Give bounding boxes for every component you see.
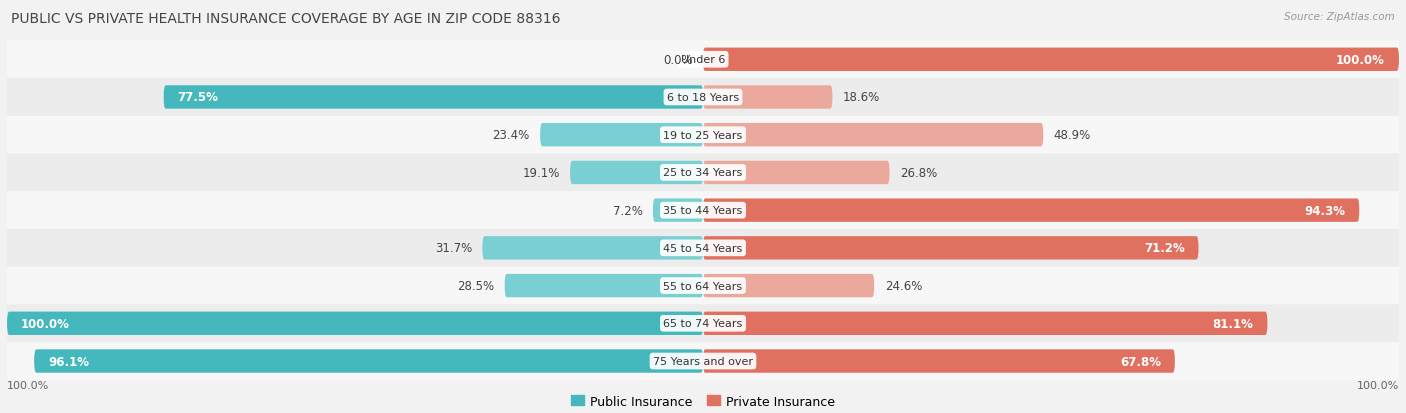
Legend: Public Insurance, Private Insurance: Public Insurance, Private Insurance: [571, 395, 835, 408]
FancyBboxPatch shape: [703, 124, 1043, 147]
Text: Source: ZipAtlas.com: Source: ZipAtlas.com: [1284, 12, 1395, 22]
Text: 94.3%: 94.3%: [1305, 204, 1346, 217]
Text: 24.6%: 24.6%: [884, 280, 922, 292]
Text: 100.0%: 100.0%: [1336, 54, 1385, 66]
Text: 26.8%: 26.8%: [900, 166, 938, 180]
Text: Under 6: Under 6: [681, 55, 725, 65]
FancyBboxPatch shape: [0, 342, 1406, 380]
Text: 96.1%: 96.1%: [48, 355, 89, 368]
Text: 19.1%: 19.1%: [522, 166, 560, 180]
FancyBboxPatch shape: [703, 274, 875, 297]
FancyBboxPatch shape: [569, 161, 703, 185]
Text: 25 to 34 Years: 25 to 34 Years: [664, 168, 742, 178]
FancyBboxPatch shape: [0, 192, 1406, 230]
FancyBboxPatch shape: [0, 79, 1406, 116]
FancyBboxPatch shape: [0, 230, 1406, 267]
Text: 6 to 18 Years: 6 to 18 Years: [666, 93, 740, 103]
FancyBboxPatch shape: [703, 349, 1175, 373]
Text: 31.7%: 31.7%: [434, 242, 472, 255]
Text: 18.6%: 18.6%: [842, 91, 880, 104]
Text: 65 to 74 Years: 65 to 74 Years: [664, 318, 742, 328]
FancyBboxPatch shape: [652, 199, 703, 222]
FancyBboxPatch shape: [163, 86, 703, 109]
FancyBboxPatch shape: [703, 312, 1267, 335]
Text: 45 to 54 Years: 45 to 54 Years: [664, 243, 742, 253]
Text: 100.0%: 100.0%: [1357, 380, 1399, 390]
FancyBboxPatch shape: [0, 154, 1406, 192]
FancyBboxPatch shape: [0, 41, 1406, 79]
Text: 67.8%: 67.8%: [1121, 355, 1161, 368]
FancyBboxPatch shape: [0, 116, 1406, 154]
Text: 28.5%: 28.5%: [457, 280, 495, 292]
FancyBboxPatch shape: [482, 237, 703, 260]
FancyBboxPatch shape: [703, 86, 832, 109]
Text: 0.0%: 0.0%: [664, 54, 693, 66]
Text: 35 to 44 Years: 35 to 44 Years: [664, 206, 742, 216]
Text: 48.9%: 48.9%: [1053, 129, 1091, 142]
FancyBboxPatch shape: [703, 199, 1360, 222]
FancyBboxPatch shape: [540, 124, 703, 147]
Text: PUBLIC VS PRIVATE HEALTH INSURANCE COVERAGE BY AGE IN ZIP CODE 88316: PUBLIC VS PRIVATE HEALTH INSURANCE COVER…: [11, 12, 561, 26]
Text: 71.2%: 71.2%: [1144, 242, 1185, 255]
FancyBboxPatch shape: [0, 267, 1406, 305]
Text: 75 Years and over: 75 Years and over: [652, 356, 754, 366]
Text: 55 to 64 Years: 55 to 64 Years: [664, 281, 742, 291]
Text: 100.0%: 100.0%: [21, 317, 70, 330]
Text: 77.5%: 77.5%: [177, 91, 218, 104]
FancyBboxPatch shape: [703, 237, 1198, 260]
Text: 100.0%: 100.0%: [7, 380, 49, 390]
Text: 81.1%: 81.1%: [1212, 317, 1254, 330]
FancyBboxPatch shape: [7, 312, 703, 335]
FancyBboxPatch shape: [703, 48, 1399, 72]
Text: 23.4%: 23.4%: [492, 129, 530, 142]
Text: 7.2%: 7.2%: [613, 204, 643, 217]
FancyBboxPatch shape: [703, 161, 890, 185]
FancyBboxPatch shape: [505, 274, 703, 297]
FancyBboxPatch shape: [0, 305, 1406, 342]
FancyBboxPatch shape: [34, 349, 703, 373]
Text: 19 to 25 Years: 19 to 25 Years: [664, 131, 742, 140]
